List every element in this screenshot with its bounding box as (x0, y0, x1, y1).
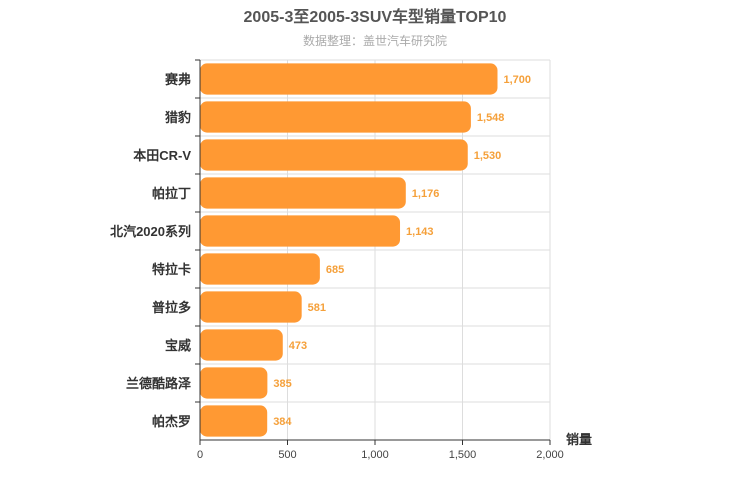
bar (200, 63, 498, 95)
bar (200, 177, 406, 209)
category-label: 特拉卡 (152, 262, 191, 277)
x-tick-label: 1,500 (449, 449, 477, 461)
bar (200, 139, 468, 171)
bar (200, 367, 268, 399)
data-label: 581 (308, 302, 326, 314)
bar (200, 405, 268, 437)
bar (200, 291, 302, 323)
chart-subtitle: 数据整理：盖世汽车研究院 (303, 33, 447, 48)
data-label: 473 (289, 340, 307, 352)
category-label: 本田CR-V (133, 148, 191, 163)
bar (200, 253, 320, 285)
data-label: 384 (273, 416, 292, 428)
data-label: 1,700 (504, 74, 532, 86)
data-label: 1,176 (412, 188, 440, 200)
category-label: 帕拉丁 (152, 186, 191, 201)
category-label: 帕杰罗 (152, 414, 191, 429)
category-label: 普拉多 (152, 300, 191, 315)
data-label: 685 (326, 264, 344, 276)
bars (200, 63, 498, 437)
chart-title: 2005-3至2005-3SUV车型销量TOP10 (244, 7, 507, 26)
bar (200, 101, 471, 133)
x-tick-label: 1,000 (361, 449, 389, 461)
bar (200, 329, 283, 361)
bar (200, 215, 401, 247)
category-label: 北汽2020系列 (110, 224, 191, 239)
category-label: 赛弗 (164, 72, 191, 87)
category-label: 猎豹 (165, 110, 191, 125)
data-label: 385 (273, 378, 291, 390)
data-label: 1,548 (477, 112, 505, 124)
x-tick-label: 500 (278, 449, 296, 461)
data-label: 1,530 (474, 150, 502, 162)
x-tick-label: 0 (197, 449, 203, 461)
data-label: 1,143 (406, 226, 434, 238)
category-label: 兰德酷路泽 (126, 376, 192, 391)
x-axis-title: 销量 (566, 432, 592, 447)
x-tick-label: 2,000 (536, 449, 564, 461)
labels: 0 500 1,000 1,500 2,000 赛弗 1,700 猎豹 1,548 本田CR-V 1… (110, 59, 564, 461)
category-label: 宝威 (165, 338, 191, 353)
